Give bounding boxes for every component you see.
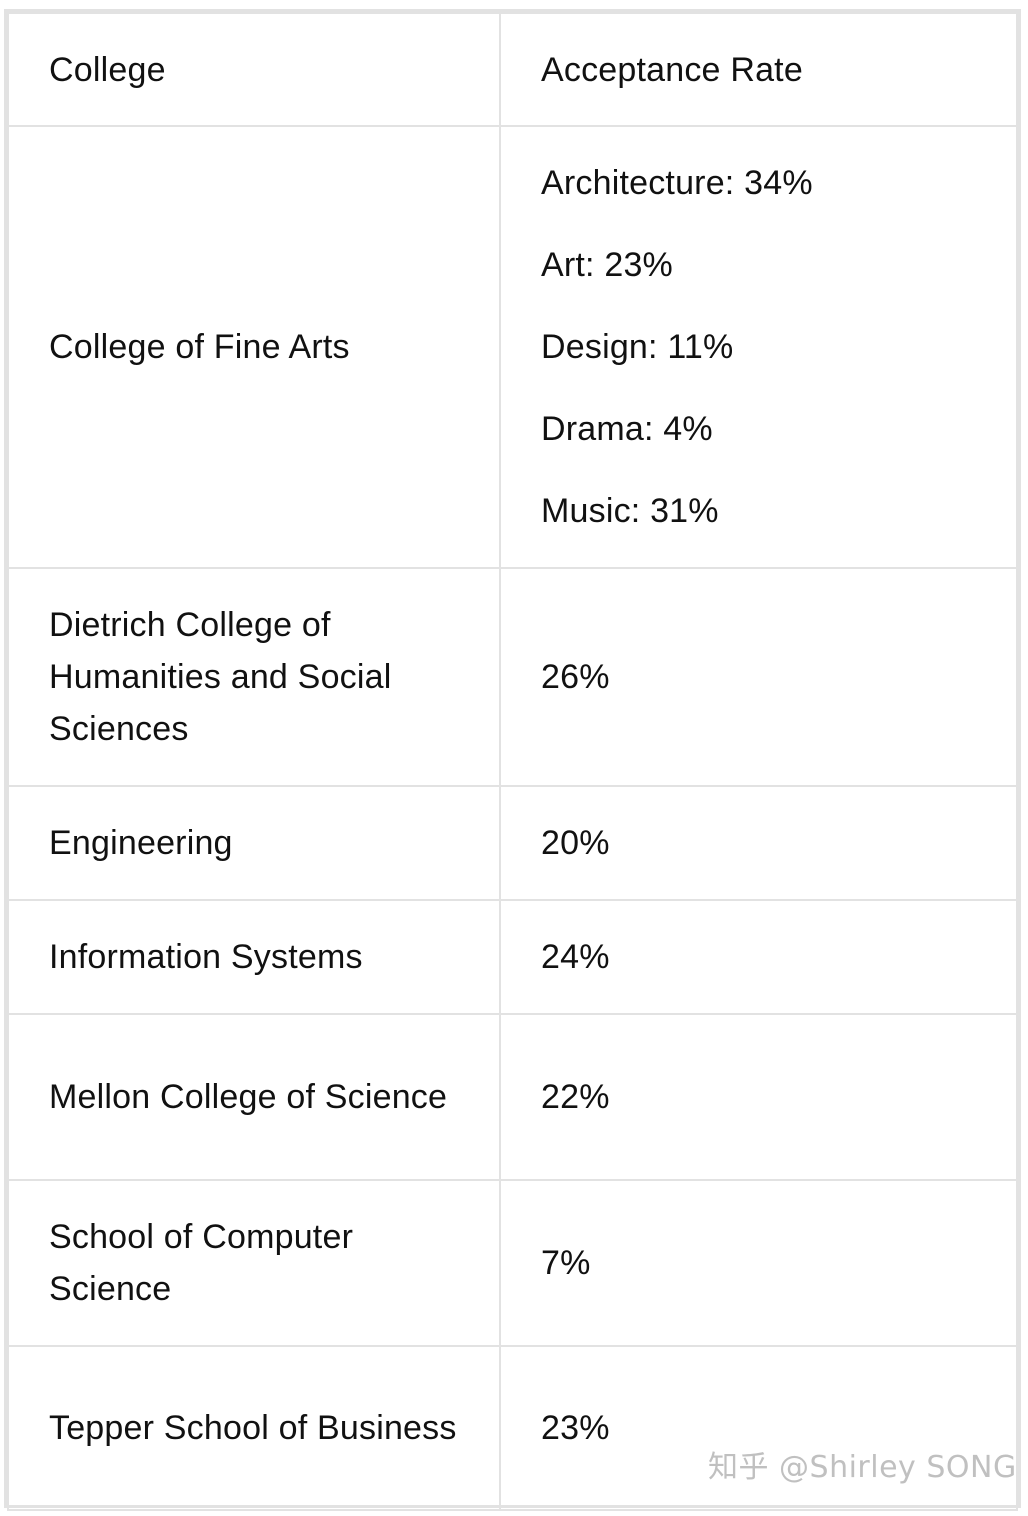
table: College Acceptance Rate College of Fine … <box>7 12 1018 1511</box>
header-acceptance-rate: Acceptance Rate <box>499 12 1018 127</box>
college-cell: Engineering <box>7 785 501 901</box>
table-row: School of Computer Science 7% <box>7 1179 1018 1347</box>
rate-line: Art: 23% <box>541 246 673 284</box>
college-cell: Information Systems <box>7 899 501 1015</box>
college-cell: Tepper School of Business <box>7 1345 501 1511</box>
rate-cell: 24% <box>499 899 1018 1015</box>
header-college: College <box>7 12 501 127</box>
rate-cell: 20% <box>499 785 1018 901</box>
rate-cell: 7% <box>499 1179 1018 1347</box>
table-row: Engineering 20% <box>7 785 1018 901</box>
rate-line: Architecture: 34% <box>541 164 813 202</box>
rate-cell: Architecture: 34% Art: 23% Design: 11% D… <box>499 125 1018 569</box>
rate-cell: 22% <box>499 1013 1018 1181</box>
table-row: Information Systems 24% <box>7 899 1018 1015</box>
rate-cell: 23% <box>499 1345 1018 1511</box>
table-row: Tepper School of Business 23% <box>7 1345 1018 1511</box>
college-cell: Dietrich College of Humanities and Socia… <box>7 567 501 787</box>
college-cell: Mellon College of Science <box>7 1013 501 1181</box>
watermark: 知乎 @Shirley SONG <box>708 1450 1017 1485</box>
header-row: College Acceptance Rate <box>7 12 1018 127</box>
acceptance-rate-table: College Acceptance Rate College of Fine … <box>4 9 1021 1511</box>
table-row: College of Fine Arts Architecture: 34% A… <box>7 125 1018 569</box>
rate-line: Design: 11% <box>541 328 734 366</box>
table-row: Mellon College of Science 22% <box>7 1013 1018 1181</box>
rate-line: Drama: 4% <box>541 410 713 448</box>
rate-line: Music: 31% <box>541 492 719 530</box>
rate-cell: 26% <box>499 567 1018 787</box>
college-cell: School of Computer Science <box>7 1179 501 1347</box>
table-row: Dietrich College of Humanities and Socia… <box>7 567 1018 787</box>
college-cell: College of Fine Arts <box>7 125 501 569</box>
